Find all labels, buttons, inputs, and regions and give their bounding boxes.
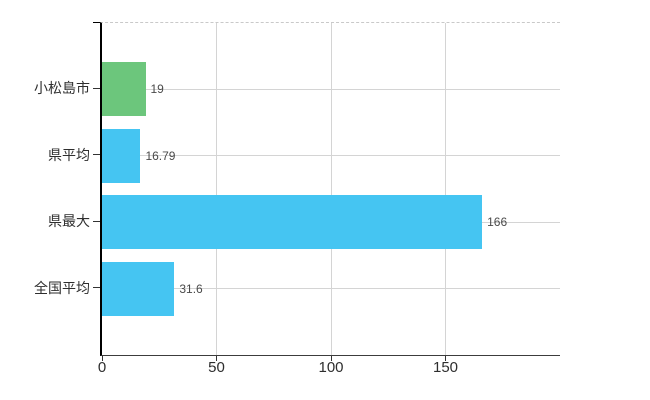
- x-axis-tick: [445, 356, 446, 361]
- x-axis-tick: [216, 356, 217, 361]
- y-axis-tick: [93, 287, 100, 289]
- bar-value-label: 31.6: [179, 281, 203, 296]
- category-label: 県最大: [48, 213, 90, 230]
- bar-value-label: 16.79: [145, 148, 176, 163]
- category-label: 小松島市: [34, 80, 90, 97]
- vertical-gridline: [216, 23, 217, 355]
- horizontal-gridline: [102, 88, 560, 90]
- x-axis-tick-label: 100: [318, 359, 344, 376]
- x-axis-tick: [330, 356, 332, 361]
- vertical-gridline: [330, 23, 332, 355]
- x-axis-tick-label: 0: [97, 359, 107, 376]
- category-label: 全国平均: [34, 279, 90, 296]
- y-axis-tick: [93, 87, 100, 89]
- bar: [102, 261, 175, 316]
- bar-value-label: 166: [487, 215, 508, 230]
- bar: [102, 128, 141, 183]
- x-axis-tick-label: 50: [208, 359, 225, 376]
- horizontal-gridline: [102, 288, 560, 290]
- bar: [102, 195, 483, 250]
- category-label: 県平均: [48, 146, 90, 163]
- bar: [102, 62, 146, 117]
- y-axis-tick: [93, 220, 100, 222]
- y-axis-tick: [93, 154, 100, 156]
- horizontal-gridline: [102, 155, 560, 157]
- vertical-gridline: [445, 23, 446, 355]
- x-axis-tick: [101, 356, 103, 361]
- x-axis-tick-label: 150: [432, 359, 459, 376]
- plot-area: 19 16.79 166 31.6: [100, 22, 560, 356]
- bar-value-label: 19: [150, 82, 164, 97]
- y-axis-top-tick: [93, 22, 100, 23]
